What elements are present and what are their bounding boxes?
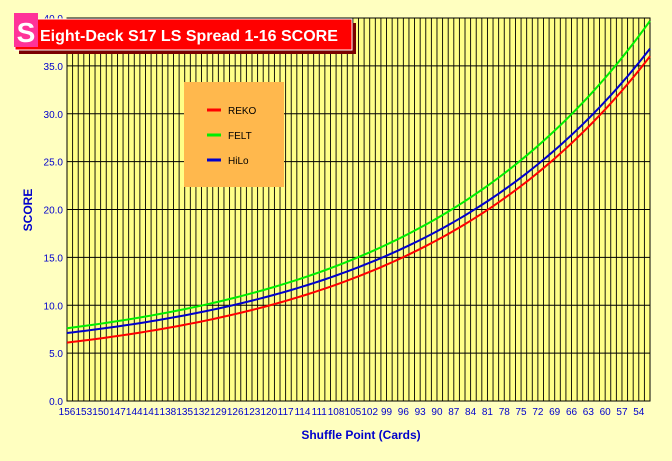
x-tick-label: 99 [381,407,393,418]
x-tick-label: 114 [294,407,310,418]
y-tick-label: 20.0 [44,206,64,217]
x-tick-label: 126 [227,407,244,418]
x-tick-label: 141 [143,407,160,418]
x-tick-label: 81 [482,407,494,418]
x-tick-label: 153 [75,407,92,418]
x-tick-label: 138 [160,407,177,418]
y-axis-label: SCORE [21,189,35,232]
y-tick-label: 25.0 [44,158,64,169]
x-tick-label: 135 [176,407,193,418]
x-axis-label: Shuffle Point (Cards) [301,428,420,442]
logo-box [14,13,38,47]
x-tick-label: 75 [516,407,528,418]
x-tick-labels: 156 153 150 147 144 141 138 135 132 129 126 123 120 1… [59,407,645,418]
x-tick-label: 57 [616,407,628,418]
x-tick-label: 69 [549,407,561,418]
title-banner: S Eight-Deck S17 LS Spread 1-16 SCORE [14,13,356,54]
x-tick-label: 63 [583,407,595,418]
x-tick-label: 90 [431,407,443,418]
y-tick-label: 10.0 [44,301,64,312]
y-tick-label: 35.0 [44,62,64,73]
x-tick-label: 111 [312,407,328,418]
x-tick-label: 66 [566,407,578,418]
y-tick-label: 5.0 [49,349,63,360]
x-tick-label: 156 [59,407,76,418]
y-tick-labels: 0.05.010.015.020.025.030.035.040.0 [44,14,64,408]
x-tick-label: 117 [278,407,294,418]
x-tick-label: 54 [633,407,645,418]
x-gridlines [66,18,651,401]
x-tick-label: 129 [210,407,227,418]
legend-label-reko: REKO [228,106,257,117]
series-line-felt [66,20,651,330]
legend: REKO FELT HiLo [184,82,284,187]
y-tick-label: 30.0 [44,110,64,121]
logo-letter: S [17,17,36,48]
series-lines [66,20,651,344]
x-tick-label: 123 [244,407,261,418]
legend-label-felt: FELT [228,131,252,142]
x-tick-label: 87 [448,407,460,418]
x-tick-label: 144 [126,407,143,418]
x-tick-label: 105 [345,407,362,418]
x-tick-label: 78 [499,407,511,418]
x-tick-label: 93 [415,407,427,418]
x-tick-label: 147 [109,407,126,418]
legend-box [184,82,284,187]
x-tick-label: 120 [260,407,277,418]
y-tick-label: 0.0 [49,397,63,408]
x-tick-label: 60 [600,407,612,418]
x-tick-label: 96 [398,407,410,418]
series-line-hilo [66,48,651,335]
x-tick-label: 132 [193,407,210,418]
x-tick-label: 102 [361,407,378,418]
legend-label-hilo: HiLo [228,156,249,167]
chart-title: Eight-Deck S17 LS Spread 1-16 SCORE [40,28,338,45]
x-tick-label: 72 [532,407,544,418]
x-tick-label: 108 [328,407,345,418]
x-tick-label: 84 [465,407,477,418]
x-tick-label: 150 [92,407,109,418]
y-tick-label: 15.0 [44,253,64,264]
series-line-reko [66,55,651,344]
